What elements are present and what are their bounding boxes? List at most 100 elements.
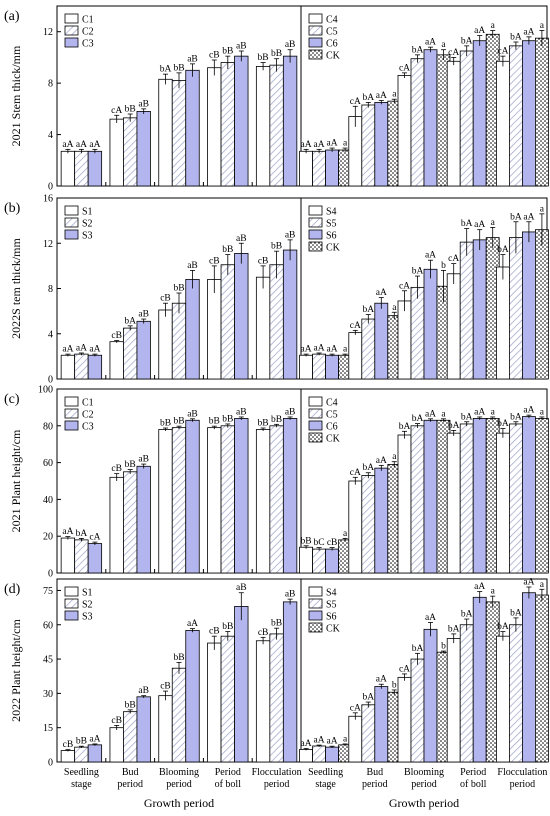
y-tick-label: 30 [43, 689, 53, 700]
bar-right-S4-2 [397, 300, 412, 380]
x-category-label: Seedling [64, 767, 99, 778]
bar-left-C3-1 [136, 111, 151, 187]
x-category-label: period [510, 779, 536, 790]
legend-label: C4 [326, 15, 338, 26]
significance-label: aA [327, 737, 338, 747]
legend-swatch [308, 49, 323, 60]
bar-right-C6-4 [522, 40, 536, 187]
significance-label: b [441, 642, 446, 652]
y-tick-label: 8 [48, 284, 53, 295]
significance-label: aA [523, 212, 534, 222]
bar-right-C5-2 [410, 58, 425, 187]
x-category-label: Blooming [404, 767, 444, 778]
significance-label: bB [271, 49, 282, 59]
significance-label: bB [222, 245, 233, 255]
bar-left-S3-4 [282, 601, 298, 763]
x-category-label: Blooming [159, 767, 199, 778]
bar-right-S5-2 [410, 658, 425, 763]
bar-right-S5-4 [508, 624, 523, 763]
legend-swatch [308, 420, 323, 431]
significance-label: a [491, 21, 496, 31]
bar-right-CK-4 [535, 229, 549, 380]
significance-label: aB [187, 261, 198, 271]
legend-label: C3 [82, 422, 94, 433]
significance-label: a [540, 21, 545, 31]
bar-right-C4-1 [348, 116, 363, 187]
significance-label: aA [523, 406, 534, 416]
legend-label: C1 [82, 398, 94, 409]
bar-right-S5-0 [312, 353, 327, 380]
legend-label: C5 [326, 410, 338, 421]
legend-swatch [64, 13, 79, 24]
bar-left-S3-2 [185, 279, 200, 380]
significance-label: cB [209, 627, 220, 637]
bar-left-C2-0 [74, 539, 89, 574]
legend-label: S4 [326, 588, 337, 599]
bar-left-C1-0 [60, 537, 76, 574]
bar-left-C2-4 [269, 425, 284, 574]
significance-label: bB [125, 700, 136, 710]
significance-label: bA [510, 212, 522, 222]
bar-left-C3-3 [234, 418, 249, 574]
bar-right-S5-0 [312, 745, 327, 763]
significance-label: bA [124, 316, 136, 326]
bar-left-C3-1 [136, 465, 151, 574]
significance-label: a [491, 407, 496, 417]
bar-right-S6-2 [423, 268, 438, 380]
significance-label: aA [327, 139, 338, 149]
significance-label: a [392, 452, 397, 462]
significance-label: bB [173, 417, 184, 427]
significance-label: aB [285, 40, 296, 50]
bar-left-S3-0 [87, 354, 103, 380]
significance-label: bA [76, 529, 88, 539]
bar-left-S3-3 [234, 253, 249, 380]
legend-label: S5 [326, 600, 337, 611]
bar-right-C6-0 [325, 548, 340, 574]
bar-right-C4-0 [299, 546, 314, 574]
bar-left-S1-1 [109, 341, 124, 380]
significance-label: aA [301, 739, 312, 749]
y-tick-label: 60 [43, 620, 53, 631]
bar-right-C6-3 [472, 40, 487, 187]
bar-left-C2-3 [220, 425, 235, 574]
legend-label: S3 [82, 612, 93, 623]
significance-label: a [540, 407, 545, 417]
bar-left-C2-0 [74, 150, 89, 187]
bar-left-S1-0 [60, 750, 76, 763]
significance-label: aA [425, 409, 436, 419]
significance-label: a [491, 218, 496, 228]
significance-label: bB [222, 414, 233, 424]
significance-label: bA [510, 412, 522, 422]
y-axis-label: 2021 Plant height/cm [9, 429, 23, 532]
significance-label: bC [314, 538, 325, 548]
legend-swatch [64, 229, 79, 240]
bar-right-C5-1 [361, 475, 376, 574]
legend-label: C6 [326, 422, 338, 433]
bar-left-S2-2 [171, 667, 187, 763]
bar-left-S1-3 [207, 642, 222, 763]
significance-label: aB [236, 407, 247, 417]
significance-label: a [343, 139, 348, 149]
x-category-label: Bud [366, 767, 383, 778]
bar-left-S1-0 [60, 354, 76, 380]
bar-right-C5-3 [459, 423, 474, 574]
significance-label: cB [209, 51, 220, 61]
legend-swatch [308, 37, 323, 48]
legend-swatch [64, 396, 79, 407]
significance-label: cB [160, 294, 171, 304]
significance-label: aA [89, 140, 100, 150]
y-tick-label: 4 [48, 329, 53, 340]
significance-label: aB [236, 42, 247, 52]
significance-label: aA [89, 734, 100, 744]
significance-label: aA [425, 251, 436, 261]
bar-left-C2-2 [171, 80, 187, 187]
significance-label: cA [350, 97, 361, 107]
significance-label: aA [474, 26, 485, 36]
significance-label: bA [497, 245, 509, 255]
bar-right-C4-3 [446, 60, 461, 187]
legend-swatch [64, 598, 79, 609]
significance-label: aA [376, 91, 387, 101]
significance-label: aA [523, 27, 534, 37]
bar-left-C2-4 [269, 64, 284, 187]
bar-left-C2-3 [220, 62, 235, 187]
